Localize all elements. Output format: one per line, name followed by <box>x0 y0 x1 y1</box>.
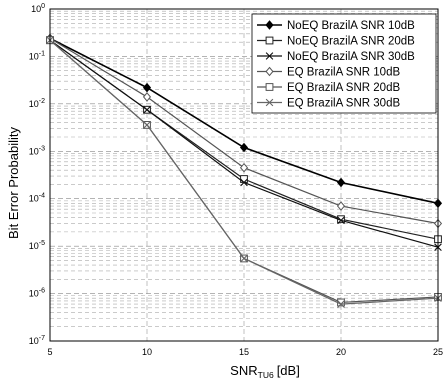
x-axis-label-unit: [dB] <box>277 363 300 378</box>
data-point <box>143 121 151 129</box>
y-tick-label: 10-6 <box>29 288 45 299</box>
legend-label: EQ BrazilA SNR 10dB <box>287 67 400 79</box>
x-tick-label: 20 <box>336 347 346 357</box>
y-tick-label: 10-4 <box>29 193 45 204</box>
tick-labels: 5 10 15 20 25 100 10-1 10-2 10-3 10-4 10-5 10-6 10-7 <box>29 3 443 357</box>
legend-item: NoEQ BrazilA SNR 20dB <box>257 36 415 48</box>
legend-label: EQ BrazilA SNR 20dB <box>287 82 400 94</box>
x-axis-label-main: SNR <box>230 363 257 378</box>
legend-label: NoEQ BrazilA SNR 30dB <box>287 51 415 63</box>
y-tick-label: 10-5 <box>29 240 45 251</box>
legend-label: EQ BrazilA SNR 30dB <box>287 98 400 110</box>
y-tick-label: 10-3 <box>29 145 45 156</box>
legend-box <box>251 13 437 114</box>
x-tick-label: 10 <box>142 347 152 357</box>
y-tick-label: 100 <box>31 3 45 14</box>
y-axis-label: Bit Error Probability <box>6 127 21 239</box>
y-tick-label: 10-7 <box>29 335 45 346</box>
x-axis-label: SNRTU6 [dB] <box>230 363 300 380</box>
y-tick-label: 10-1 <box>29 50 45 61</box>
data-point <box>336 177 346 188</box>
legend-label: NoEQ BrazilA SNR 10dB <box>287 20 415 32</box>
data-point <box>337 216 345 225</box>
legend-item: NoEQ BrazilA SNR 10dB <box>257 20 415 32</box>
legend: NoEQ BrazilA SNR 10dB NoEQ BrazilA SNR 20… <box>251 13 437 114</box>
legend-marker <box>265 36 274 45</box>
x-axis-label-subscript: TU6 <box>258 370 274 380</box>
data-point <box>239 142 249 153</box>
y-tick-label: 10-2 <box>29 98 45 109</box>
plot-frame <box>49 8 439 342</box>
data-point <box>240 254 248 263</box>
legend-item: NoEQ BrazilA SNR 30dB <box>257 51 415 63</box>
x-tick-label: 15 <box>239 347 249 357</box>
legend-marker <box>265 66 274 77</box>
legend-item: EQ BrazilA SNR 20dB <box>257 82 400 94</box>
legend-marker <box>265 52 274 60</box>
series-layer <box>45 33 443 308</box>
x-tick-label: 5 <box>47 347 52 357</box>
data-point <box>336 201 346 211</box>
legend-marker <box>265 83 274 91</box>
legend-marker <box>265 98 274 107</box>
data-point <box>143 105 151 114</box>
legend-label: NoEQ BrazilA SNR 20dB <box>287 36 415 48</box>
data-point <box>142 82 152 93</box>
data-point <box>240 178 248 187</box>
x-tick-label: 25 <box>433 347 443 357</box>
legend-marker <box>265 20 274 30</box>
data-point <box>337 300 345 308</box>
legend-item: EQ BrazilA SNR 30dB <box>257 98 400 110</box>
data-point <box>142 92 152 102</box>
legend-item: EQ BrazilA SNR 10dB <box>257 67 400 79</box>
data-point <box>239 162 249 173</box>
